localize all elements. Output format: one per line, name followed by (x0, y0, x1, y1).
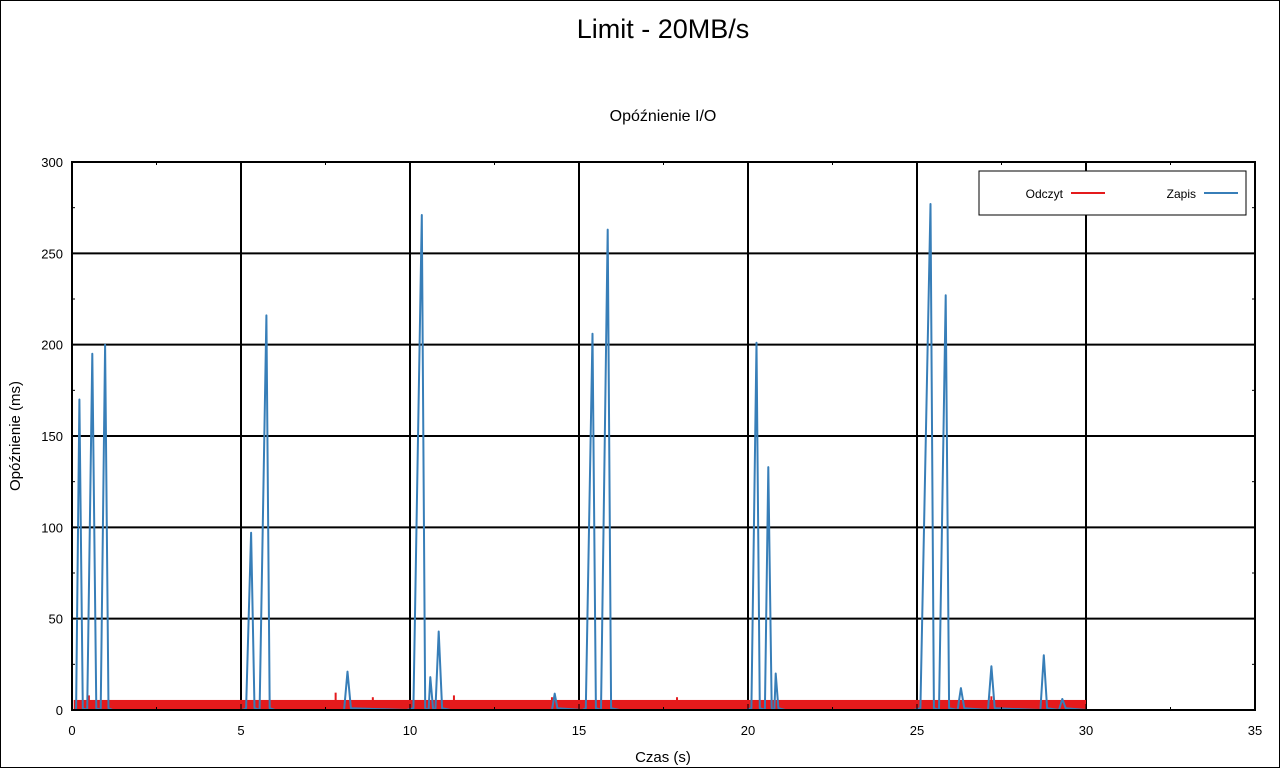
y-tick-label: 50 (49, 612, 63, 627)
legend: Odczyt Zapis (978, 170, 1247, 216)
x-tick-label: 0 (68, 723, 75, 738)
series-odczyt-band (73, 699, 1086, 710)
x-tick-label: 20 (741, 723, 755, 738)
x-tick-label: 10 (403, 723, 417, 738)
grid-layer (72, 162, 1255, 710)
x-tick-label: 30 (1079, 723, 1093, 738)
y-tick-label: 250 (41, 246, 63, 261)
y-tick-label: 150 (41, 429, 63, 444)
chart-title: Limit - 20MB/s (577, 14, 750, 44)
y-tick-label: 200 (41, 338, 63, 353)
x-axis-label: Czas (s) (635, 749, 691, 766)
x-tick-label: 25 (910, 723, 924, 738)
legend-label-odczyt: Odczyt (1026, 187, 1064, 201)
x-tick-label: 15 (572, 723, 586, 738)
x-tick-label: 35 (1248, 723, 1262, 738)
legend-box (978, 170, 1247, 216)
chart-subtitle: Opóźnienie I/O (610, 108, 717, 125)
y-axis-label: Opóźnienie (ms) (7, 381, 24, 491)
y-tick-label: 0 (56, 703, 63, 718)
ticks-layer: 0 5 10 15 20 25 30 35 0 50 100 150 200 250 300 (41, 155, 1262, 738)
y-tick-label: 300 (41, 155, 63, 170)
y-tick-label: 100 (41, 520, 63, 535)
legend-label-zapis: Zapis (1167, 187, 1196, 201)
x-tick-label: 5 (237, 723, 244, 738)
